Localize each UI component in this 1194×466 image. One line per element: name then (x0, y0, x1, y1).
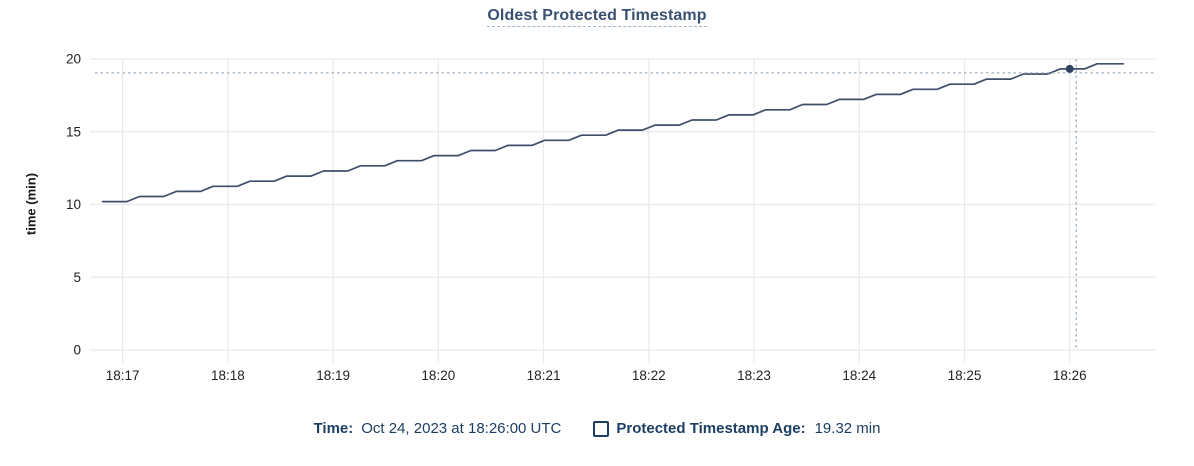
x-tick-label: 18:24 (842, 368, 876, 383)
series-toggle-checkbox[interactable] (593, 420, 610, 437)
y-tick-label: 0 (73, 343, 81, 358)
x-tick-label: 18:22 (632, 368, 666, 383)
x-tick-label: 18:17 (106, 368, 140, 383)
legend-series-label[interactable]: Protected Timestamp Age: (616, 420, 806, 437)
x-tick-label: 18:25 (948, 368, 982, 383)
legend-time-label: Time: (313, 420, 354, 437)
chart-plot-area[interactable]: 0 5 10 15 20 18:17 18:18 18:19 18:20 18:21 18:22 18… (0, 0, 1194, 410)
x-tick-label: 18:26 (1053, 368, 1087, 383)
legend-time-value: Oct 24, 2023 at 18:26:00 UTC (361, 420, 562, 437)
chart-title[interactable]: Oldest Protected Timestamp (487, 7, 707, 27)
x-tick-label: 18:20 (421, 368, 455, 383)
y-tick-label: 15 (66, 124, 81, 139)
chart-header: Oldest Protected Timestamp (0, 7, 1194, 27)
y-axis-title: time (min) (23, 172, 39, 236)
x-tick-label: 18:18 (211, 368, 245, 383)
x-tick-label: 18:19 (316, 368, 350, 383)
chart-legend: Time: Oct 24, 2023 at 18:26:00 UTC Prote… (0, 420, 1194, 437)
y-tick-label: 20 (66, 52, 81, 67)
y-tick-label: 10 (66, 197, 81, 212)
x-tick-label: 18:21 (527, 368, 561, 383)
x-tick-label: 18:23 (737, 368, 771, 383)
series-line (101, 62, 1125, 203)
hover-point-marker[interactable] (1065, 64, 1074, 73)
y-tick-label: 5 (73, 270, 81, 285)
legend-series-value: 19.32 min (814, 420, 881, 437)
